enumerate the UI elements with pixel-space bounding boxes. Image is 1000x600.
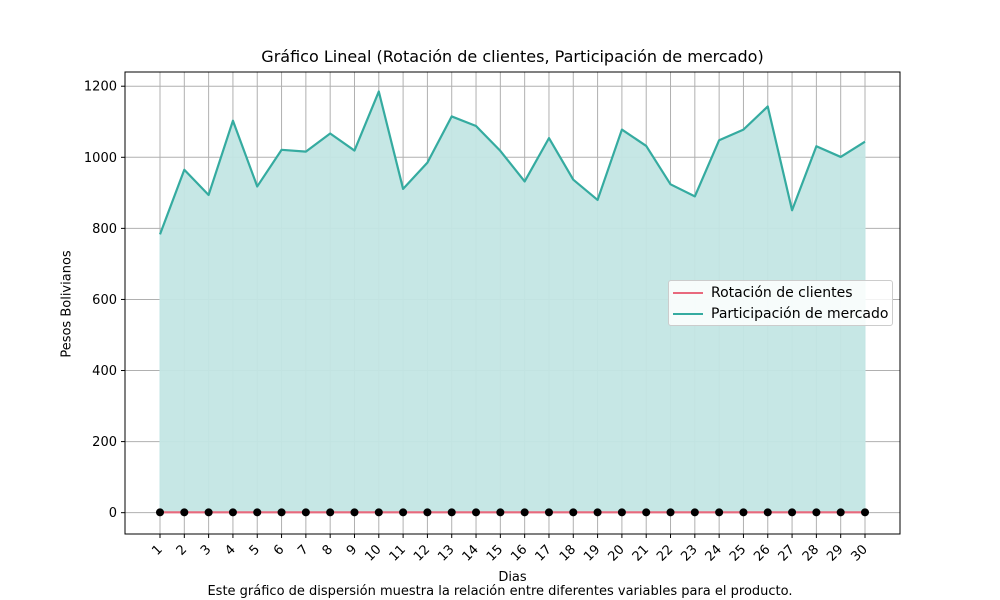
x-tick-label: 10 [362,542,384,564]
plot-frame [124,71,901,535]
x-axis-label: Dias [498,570,527,585]
marker-rotacion-de-clientes [617,508,626,517]
marker-rotacion-de-clientes [666,508,675,517]
y-tick-label: 800 [92,222,117,237]
x-tick-label: 17 [532,542,554,564]
marker-rotacion-de-clientes [690,508,699,517]
marker-rotacion-de-clientes [472,508,481,517]
series-lines [158,90,866,514]
y-tick-label: 200 [92,435,117,450]
marker-rotacion-de-clientes [788,508,797,517]
y-tick-label: 400 [92,364,117,379]
y-tick-label: 1000 [84,151,117,166]
legend-swatch-rotacion [673,292,703,294]
marker-rotacion-de-clientes [642,508,651,517]
marker-rotacion-de-clientes [520,508,529,517]
legend-item-participacion: Participación de mercado [669,304,888,324]
marker-rotacion-de-clientes [544,508,553,517]
x-tick-label: 30 [849,542,871,564]
marker-rotacion-de-clientes [350,508,359,517]
x-tick-label: 5 [247,542,263,558]
x-tick-label: 2 [174,542,190,558]
x-tick-label: 3 [198,542,214,558]
x-tick-label: 23 [678,542,700,564]
marker-rotacion-de-clientes [763,508,772,517]
x-tick-label: 12 [411,542,433,564]
chart-title: Gráfico Lineal (Rotación de clientes, Pa… [261,47,764,66]
x-tick-label: 13 [435,542,457,564]
x-tick-label: 14 [460,542,482,564]
chart-caption: Este gráfico de dispersión muestra la re… [207,584,793,599]
marker-rotacion-de-clientes [326,508,335,517]
marker-rotacion-de-clientes [204,508,213,517]
y-tick-label: 0 [109,506,117,521]
marker-rotacion-de-clientes [228,508,237,517]
marker-rotacion-de-clientes [180,508,189,517]
marker-rotacion-de-clientes [569,508,578,517]
x-tick-label: 6 [271,542,287,558]
x-tick-label: 9 [344,542,360,558]
x-tick-label: 18 [557,542,579,564]
marker-rotacion-de-clientes [423,508,432,517]
x-tick-label: 21 [630,542,652,564]
marker-rotacion-de-clientes [715,508,724,517]
x-tick-label: 28 [800,542,822,564]
x-tick-label: 8 [320,542,336,558]
marker-rotacion-de-clientes [301,508,310,517]
x-tick-label: 27 [776,542,798,564]
x-tick-label: 11 [387,542,409,564]
legend: Rotación de clientes Participación de me… [668,280,893,326]
legend-item-rotacion: Rotación de clientes [669,283,853,303]
legend-swatch-participacion [673,313,703,315]
marker-rotacion-de-clientes [399,508,408,517]
y-tick-label: 600 [92,293,117,308]
marker-rotacion-de-clientes [739,508,748,517]
x-tick-label: 22 [654,542,676,564]
series-markers [156,508,869,517]
marker-rotacion-de-clientes [374,508,383,517]
marker-rotacion-de-clientes [836,508,845,517]
y-axis-label: Pesos Bolivianos [59,250,75,358]
marker-rotacion-de-clientes [593,508,602,517]
marker-rotacion-de-clientes [277,508,286,517]
marker-rotacion-de-clientes [812,508,821,517]
x-tick-label: 25 [727,542,749,564]
x-tick-label: 4 [222,542,238,558]
legend-label-participacion: Participación de mercado [711,306,889,322]
x-tick-label: 19 [581,542,603,564]
marker-rotacion-de-clientes [861,508,869,517]
marker-rotacion-de-clientes [253,508,262,517]
x-tick-label: 16 [508,542,530,564]
marker-rotacion-de-clientes [496,508,505,517]
legend-label-rotacion: Rotación de clientes [711,285,853,301]
marker-rotacion-de-clientes [447,508,456,517]
x-tick-label: 7 [295,542,311,558]
marker-rotacion-de-clientes [156,508,164,517]
x-tick-label: 26 [751,542,773,564]
x-tick-label: 29 [824,542,846,564]
y-tick-label: 1200 [84,80,117,95]
x-tick-label: 15 [484,542,506,564]
x-tick-label: 1 [149,542,165,558]
line-participacion-de-mercado [158,90,866,235]
x-tick-label: 20 [605,542,627,564]
x-tick-label: 24 [703,542,725,564]
